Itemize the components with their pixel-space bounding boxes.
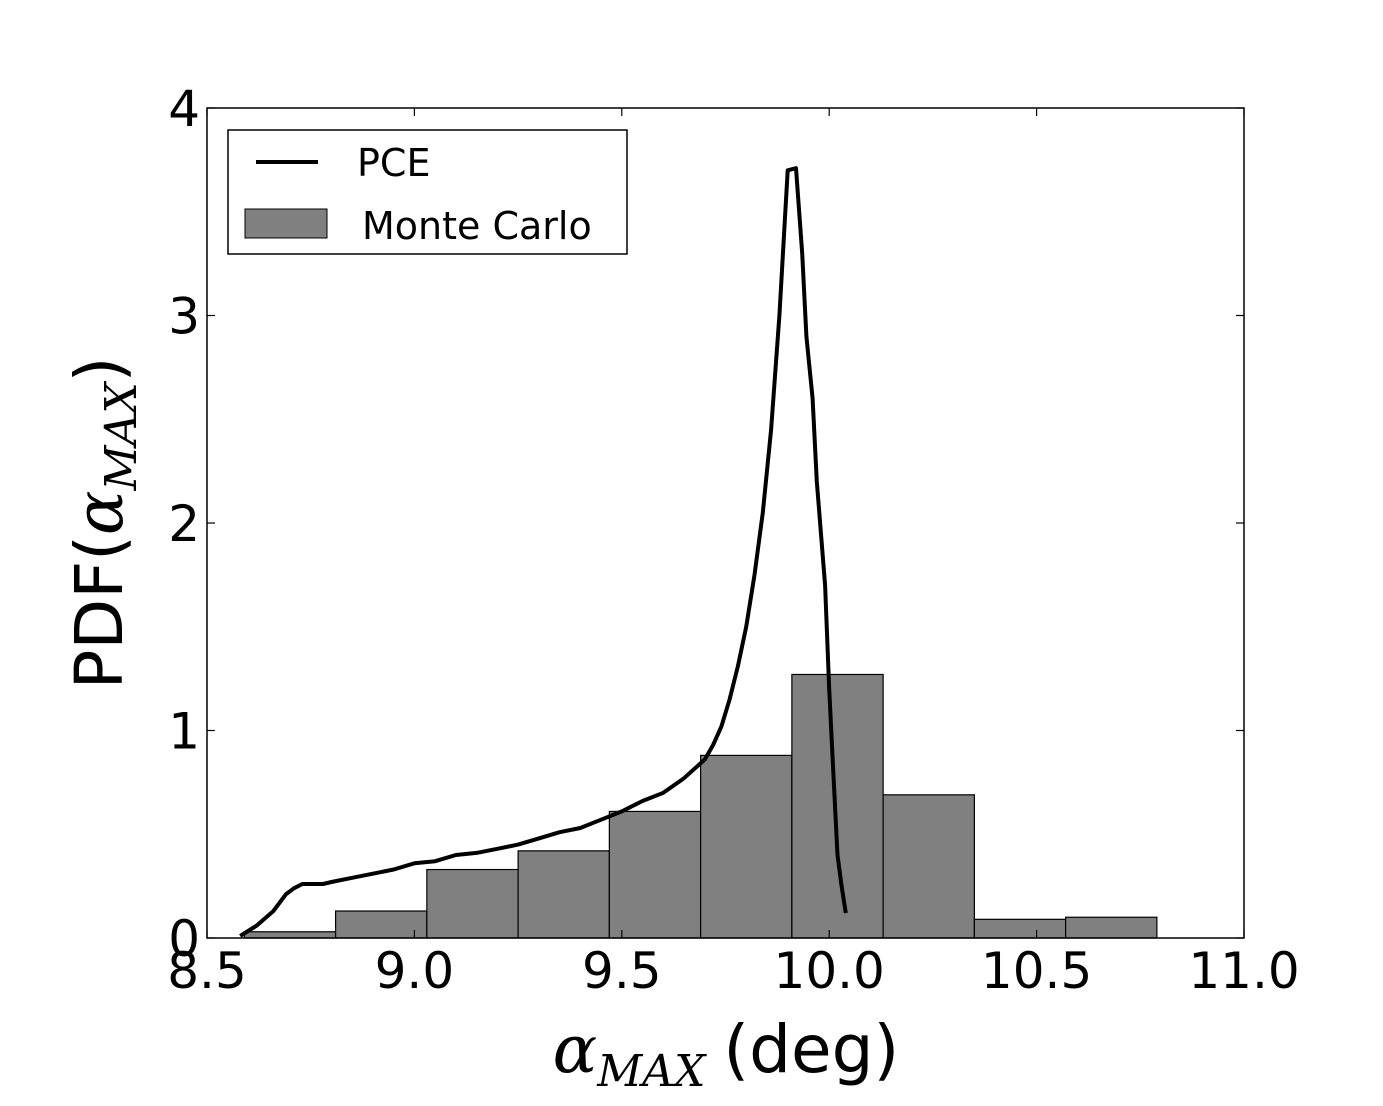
x-axis-symbol: α bbox=[553, 1011, 598, 1088]
histogram-bar bbox=[426, 868, 519, 939]
histogram-bar bbox=[608, 810, 702, 939]
x-axis-ticks: 8.5 9.0 9.5 10.0 10.5 11.0 bbox=[167, 108, 1300, 1000]
x-axis-unit: (deg) bbox=[723, 1011, 899, 1088]
x-tick-label: 10.0 bbox=[774, 942, 885, 1000]
y-axis-prefix: PDF( bbox=[61, 535, 138, 689]
y-axis-ticks: 0 1 2 3 4 bbox=[168, 80, 1244, 968]
y-axis-symbol: α bbox=[61, 490, 138, 535]
x-axis-title: αMAX (deg) bbox=[553, 1011, 900, 1097]
y-axis-suffix: ) bbox=[61, 357, 138, 383]
legend-pce-label: PCE bbox=[357, 141, 430, 185]
histogram-bar bbox=[334, 910, 428, 939]
histogram-bar bbox=[243, 931, 337, 939]
histogram-bar bbox=[700, 754, 793, 939]
y-tick-label: 0 bbox=[168, 910, 200, 968]
legend: PCE Monte Carlo bbox=[227, 129, 628, 255]
histogram-bar bbox=[882, 794, 975, 939]
y-axis-title: PDF(αMAX) bbox=[61, 357, 147, 690]
y-tick-label: 4 bbox=[168, 80, 200, 138]
histogram-bar bbox=[973, 918, 1067, 939]
x-tick-label: 11.0 bbox=[1188, 942, 1299, 1000]
histogram-bar bbox=[517, 850, 610, 939]
legend-montecarlo-swatch bbox=[244, 208, 328, 239]
x-tick-label: 9.5 bbox=[582, 942, 662, 1000]
x-tick-label: 9.0 bbox=[375, 942, 455, 1000]
legend-montecarlo-label: Monte Carlo bbox=[362, 204, 592, 248]
y-axis-subscript: MAX bbox=[96, 381, 147, 492]
x-tick-label: 8.5 bbox=[167, 942, 247, 1000]
histogram-bar bbox=[791, 673, 884, 939]
y-tick-label: 2 bbox=[168, 495, 200, 553]
y-tick-label: 1 bbox=[168, 703, 200, 761]
histogram-bars bbox=[243, 673, 1158, 939]
histogram-bar bbox=[1065, 916, 1158, 939]
pce-curve bbox=[239, 166, 848, 938]
x-axis-subscript: MAX bbox=[596, 1046, 707, 1097]
x-tick-label: 10.5 bbox=[981, 942, 1092, 1000]
y-tick-label: 3 bbox=[168, 288, 200, 346]
